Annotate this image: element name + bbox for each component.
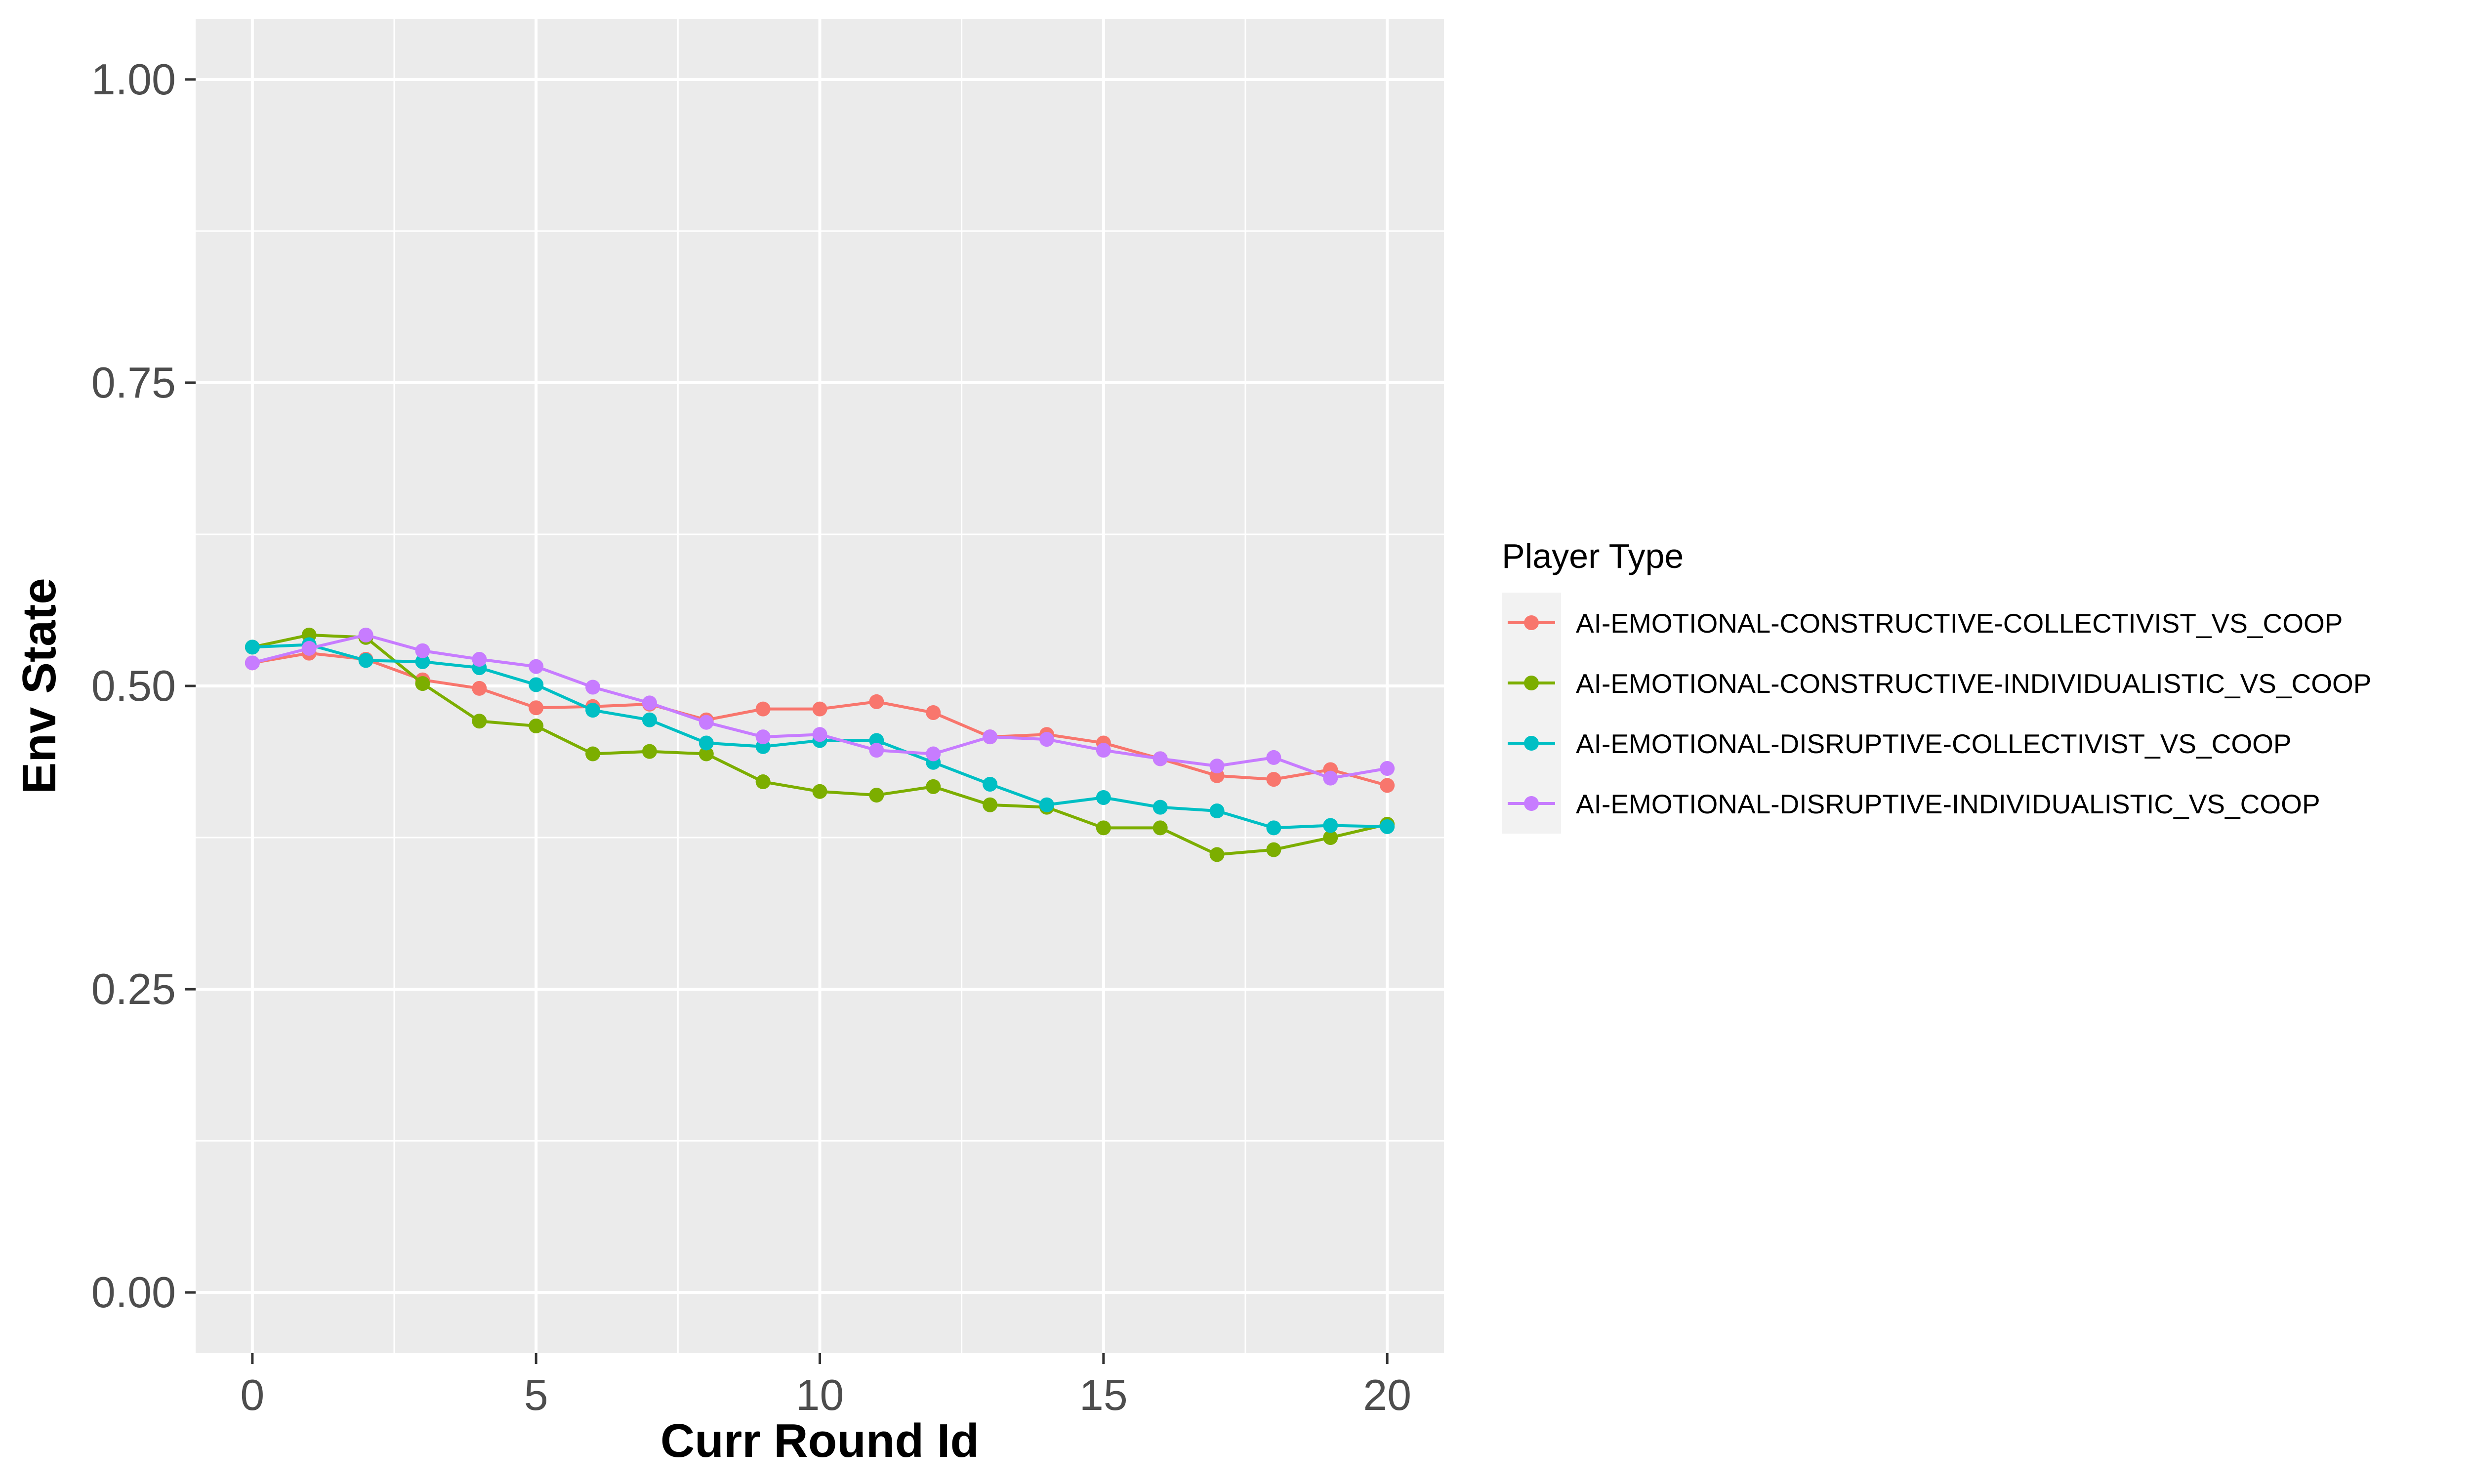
data-point [1096,743,1111,758]
data-point [812,727,827,742]
series-layer [245,627,1395,862]
data-point [1323,770,1338,786]
data-point [699,715,714,730]
data-point [529,719,544,734]
data-point [699,746,714,762]
series-2 [245,627,1395,862]
x-tick-label: 15 [1079,1370,1128,1419]
data-point [642,695,657,711]
data-point [1153,800,1168,815]
y-tick-label: 0.00 [91,1268,176,1317]
data-point [358,653,373,668]
data-point [472,714,487,729]
data-point [415,676,430,691]
legend-title: Player Type [1502,537,1684,575]
x-tick-label: 20 [1363,1370,1411,1419]
data-point [755,774,771,790]
y-tick-label: 0.75 [91,358,176,407]
data-point [1039,797,1054,812]
legend-label: AI-EMOTIONAL-CONSTRUCTIVE-COLLECTIVIST_V… [1576,608,2343,639]
data-point [1096,820,1111,836]
x-axis-title: Curr Round Id [660,1414,979,1467]
data-point [472,681,487,696]
legend-item: AI-EMOTIONAL-CONSTRUCTIVE-COLLECTIVIST_V… [1502,593,2343,653]
legend-item: AI-EMOTIONAL-CONSTRUCTIVE-INDIVIDUALISTI… [1502,653,2372,713]
data-point [529,700,544,716]
tick-labels: 0 5 10 15 20 0.00 0.25 0.50 0.75 1.00 [91,55,1411,1419]
data-point [585,680,601,695]
data-point [1153,751,1168,766]
legend-items: AI-EMOTIONAL-CONSTRUCTIVE-COLLECTIVIST_V… [1502,593,2372,834]
data-point [869,743,884,758]
series-4 [245,627,1395,786]
legend-key-point [1524,796,1539,811]
data-point [1380,778,1395,793]
data-point [1209,759,1225,774]
legend-label: AI-EMOTIONAL-DISRUPTIVE-COLLECTIVIST_VS_… [1576,728,2292,759]
data-point [699,735,714,751]
legend-item: AI-EMOTIONAL-DISRUPTIVE-COLLECTIVIST_VS_… [1502,713,2292,773]
data-point [869,788,884,803]
data-point [415,643,430,658]
data-point [301,641,317,656]
data-point [983,729,998,745]
data-point [585,746,601,762]
y-tick-label: 0.25 [91,964,176,1013]
data-point [926,779,941,794]
data-point [755,701,771,717]
x-tick-label: 10 [796,1370,844,1419]
data-point [812,784,827,799]
data-point [472,651,487,667]
data-point [642,744,657,759]
legend-label: AI-EMOTIONAL-CONSTRUCTIVE-INDIVIDUALISTI… [1576,668,2372,699]
data-point [642,712,657,727]
data-point [1209,847,1225,862]
legend-key-point [1524,736,1539,751]
data-point [983,776,998,792]
x-tick-label: 0 [240,1370,264,1419]
legend-label: AI-EMOTIONAL-DISRUPTIVE-INDIVIDUALISTIC_… [1576,789,2320,819]
data-point [245,655,260,671]
data-point [1380,761,1395,776]
data-point [358,627,373,642]
data-point [585,703,601,718]
data-point [926,746,941,762]
y-axis-title: Env State [13,578,66,794]
data-point [755,729,771,745]
data-point [812,701,827,717]
data-point [926,705,941,721]
data-point [1039,732,1054,747]
legend: Player Type AI-EMOTIONAL-CONSTRUCTIVE-CO… [1502,537,2372,834]
data-point [1323,818,1338,833]
legend-key-point [1524,676,1539,690]
data-point [1266,750,1281,765]
data-point [415,654,430,669]
x-tick-label: 5 [524,1370,548,1419]
data-point [1153,820,1168,836]
data-point [1266,772,1281,787]
data-point [529,659,544,674]
axis-ticks [185,78,1389,1364]
data-point [1380,819,1395,834]
data-point [1209,803,1225,819]
data-point [245,640,260,655]
legend-item: AI-EMOTIONAL-DISRUPTIVE-INDIVIDUALISTIC_… [1502,773,2320,834]
data-point [869,694,884,709]
legend-key-point [1524,615,1539,630]
data-point [1323,830,1338,845]
data-point [1096,790,1111,805]
data-point [983,797,998,812]
data-point [1266,820,1281,836]
y-tick-label: 1.00 [91,55,176,104]
data-point [1266,842,1281,857]
data-point [529,677,544,692]
y-tick-label: 0.50 [91,661,176,710]
